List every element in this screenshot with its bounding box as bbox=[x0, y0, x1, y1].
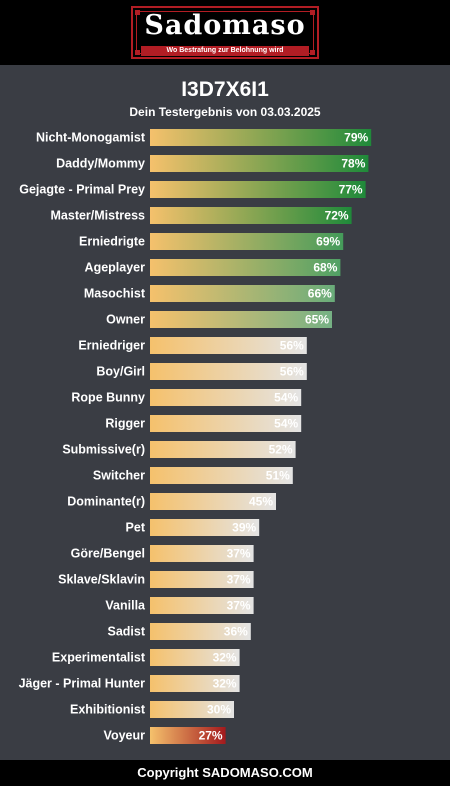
bar-value-label: 52% bbox=[269, 443, 293, 457]
bar-value-label: 56% bbox=[280, 365, 304, 379]
sadomaso-logo[interactable]: Sadomaso Wo Bestrafung zur Belohnung wir… bbox=[131, 6, 319, 59]
logo-corner-ornament bbox=[135, 50, 140, 55]
bar bbox=[150, 727, 226, 744]
bar-value-label: 72% bbox=[325, 209, 349, 223]
bar-value-label: 65% bbox=[305, 313, 329, 327]
bar bbox=[150, 675, 240, 692]
bar bbox=[150, 285, 335, 302]
bar-category-label: Sadist bbox=[107, 625, 145, 639]
bar bbox=[150, 259, 341, 276]
bar-value-label: 45% bbox=[249, 495, 273, 509]
logo-wordmark: Sadomaso bbox=[144, 10, 306, 41]
bar-value-label: 66% bbox=[308, 287, 332, 301]
bar-value-label: 78% bbox=[341, 157, 365, 171]
bar-value-label: 51% bbox=[266, 469, 290, 483]
bar-value-label: 79% bbox=[344, 131, 368, 145]
bar bbox=[150, 337, 307, 354]
bar bbox=[150, 389, 302, 406]
bar-value-label: 32% bbox=[213, 651, 237, 665]
bar-category-label: Gejagte - Primal Prey bbox=[19, 183, 145, 197]
bar-category-label: Vanilla bbox=[105, 599, 146, 613]
bar-category-label: Exhibitionist bbox=[70, 703, 146, 717]
footer-copyright: Copyright SADOMASO.COM bbox=[0, 760, 450, 786]
logo-corner-ornament bbox=[310, 10, 315, 15]
bar bbox=[150, 623, 251, 640]
bar-value-label: 30% bbox=[207, 703, 231, 717]
bar-value-label: 69% bbox=[316, 235, 340, 249]
bar bbox=[150, 441, 296, 458]
bar-category-label: Daddy/Mommy bbox=[56, 157, 145, 171]
bar-value-label: 39% bbox=[232, 521, 256, 535]
bar bbox=[150, 233, 344, 250]
bar bbox=[150, 649, 240, 666]
header: Sadomaso Wo Bestrafung zur Belohnung wir… bbox=[0, 0, 450, 65]
bar-value-label: 54% bbox=[274, 417, 298, 431]
bar-category-label: Owner bbox=[106, 313, 145, 327]
bar-category-label: Göre/Bengel bbox=[71, 547, 145, 561]
bar-category-label: Erniedriger bbox=[78, 339, 145, 353]
bar-category-label: Voyeur bbox=[104, 729, 146, 743]
bar-value-label: 32% bbox=[213, 677, 237, 691]
bar-value-label: 37% bbox=[227, 599, 251, 613]
logo-tagline: Wo Bestrafung zur Belohnung wird bbox=[141, 46, 309, 56]
bar bbox=[150, 519, 260, 536]
bar-value-label: 37% bbox=[227, 547, 251, 561]
bar-value-label: 56% bbox=[280, 339, 304, 353]
bar-category-label: Submissive(r) bbox=[62, 443, 145, 457]
result-bar-chart: Nicht-Monogamist 79% Daddy/Mommy 78% Gejagte… bbox=[19, 129, 372, 744]
bar-category-label: Master/Mistress bbox=[51, 209, 146, 223]
bar-value-label: 36% bbox=[224, 625, 248, 639]
bar bbox=[150, 207, 352, 224]
bar-value-label: 37% bbox=[227, 573, 251, 587]
bar-category-label: Masochist bbox=[84, 287, 146, 301]
logo-corner-ornament bbox=[135, 10, 140, 15]
bar-category-label: Ageplayer bbox=[85, 261, 146, 275]
bar-category-label: Jäger - Primal Hunter bbox=[19, 677, 146, 691]
bar-category-label: Erniedrigte bbox=[79, 235, 145, 249]
bar-category-label: Dominante(r) bbox=[67, 495, 145, 509]
bar-value-label: 54% bbox=[274, 391, 298, 405]
bar-category-label: Experimentalist bbox=[52, 651, 146, 665]
bar bbox=[150, 545, 254, 562]
bar-category-label: Switcher bbox=[93, 469, 145, 483]
bar bbox=[150, 311, 332, 328]
bar bbox=[150, 129, 372, 146]
bar bbox=[150, 415, 302, 432]
result-title: I3D7X6I1 bbox=[181, 78, 269, 101]
bar bbox=[150, 701, 234, 718]
bar-value-label: 68% bbox=[313, 261, 337, 275]
bar bbox=[150, 597, 254, 614]
bar bbox=[150, 493, 276, 510]
bar-category-label: Nicht-Monogamist bbox=[36, 131, 146, 145]
logo-corner-ornament bbox=[310, 50, 315, 55]
bar-category-label: Rope Bunny bbox=[71, 391, 145, 405]
bar-category-label: Sklave/Sklavin bbox=[58, 573, 145, 587]
bar bbox=[150, 467, 293, 484]
result-subtitle: Dein Testergebnis von 03.03.2025 bbox=[129, 105, 321, 119]
bar bbox=[150, 181, 366, 198]
bar-value-label: 27% bbox=[199, 729, 223, 743]
bar bbox=[150, 363, 307, 380]
bar-category-label: Pet bbox=[126, 521, 146, 535]
bar-category-label: Boy/Girl bbox=[96, 365, 145, 379]
bar-value-label: 77% bbox=[339, 183, 363, 197]
bar bbox=[150, 155, 369, 172]
bar bbox=[150, 571, 254, 588]
bar-category-label: Rigger bbox=[105, 417, 145, 431]
